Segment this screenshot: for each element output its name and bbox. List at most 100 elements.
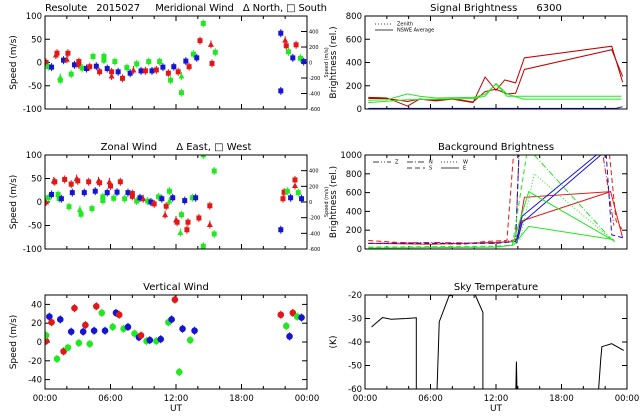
- data-point-square: [54, 50, 60, 56]
- data-point-square: [138, 68, 144, 74]
- x-tick-label: 12:00: [164, 394, 189, 404]
- data-point-square: [45, 60, 49, 65]
- data-point-circle: [75, 339, 83, 347]
- y-tick-label: 50: [31, 175, 42, 185]
- data-point-square: [75, 178, 81, 184]
- data-point-square: [49, 191, 55, 197]
- data-point-circle: [115, 311, 123, 319]
- plot-frame: [364, 294, 628, 390]
- data-point-square: [149, 68, 155, 74]
- x-tick-label: 00:00: [615, 394, 640, 404]
- data-point-square: [156, 194, 162, 200]
- data-point-square: [178, 212, 184, 218]
- data-point-square: [297, 55, 303, 61]
- y-tick-label: 100: [26, 12, 42, 22]
- data-point-square: [278, 88, 284, 94]
- data-point-circle: [298, 314, 305, 321]
- y-tick-label: -100: [23, 245, 42, 255]
- legend-label: S: [429, 166, 432, 172]
- data-point-square: [65, 50, 71, 56]
- data-point-square: [100, 198, 106, 204]
- data-point-square: [295, 190, 301, 196]
- data-point-circle: [109, 323, 116, 331]
- legend-label: W: [463, 160, 468, 166]
- y-axis-label: Brightness (rel.): [329, 166, 339, 238]
- panel-title: Sky Temperature: [454, 282, 538, 293]
- series-line: [371, 317, 417, 389]
- data-point-square: [184, 227, 190, 233]
- x-axis-label: UT: [170, 404, 183, 414]
- data-point-circle: [56, 316, 64, 323]
- y-tick-label: 20: [31, 319, 42, 329]
- x-tick-label: 00:00: [353, 394, 378, 404]
- data-point-square: [278, 30, 284, 36]
- data-point-square: [197, 38, 203, 44]
- data-point-square: [211, 168, 217, 174]
- data-point-square: [97, 180, 103, 186]
- plot-area: [371, 295, 624, 389]
- data-point-triangle: [178, 72, 185, 79]
- data-point-circle: [82, 321, 89, 329]
- data-point-circle: [131, 330, 138, 337]
- right-y-tick-label: -400: [309, 92, 320, 98]
- right-axis-label: Speed (m/s): [324, 187, 330, 217]
- series-line: [516, 191, 611, 244]
- data-point-square: [86, 179, 92, 185]
- data-point-square: [200, 243, 206, 249]
- series-line: [368, 82, 622, 104]
- data-point-circle: [45, 332, 50, 339]
- series-line: [513, 225, 614, 246]
- data-point-square: [186, 64, 192, 70]
- background-brightness-panel: Background Brightness Brightness (rel.) 0 2…: [329, 142, 628, 255]
- legend-label: NSWE Average: [397, 28, 434, 34]
- data-point-square: [49, 64, 55, 70]
- data-point-square: [146, 59, 152, 65]
- data-point-circle: [146, 336, 154, 344]
- data-point-square: [111, 195, 117, 201]
- data-point-square: [299, 196, 305, 202]
- data-point-square: [293, 42, 299, 48]
- right-y-tick-label: -200: [309, 76, 320, 82]
- data-point-square: [196, 215, 202, 221]
- data-point-square: [62, 176, 68, 182]
- data-point-circle: [86, 340, 94, 348]
- data-point-square: [81, 190, 87, 196]
- data-point-triangle: [63, 56, 70, 62]
- y-tick-label: 0: [357, 105, 362, 115]
- right-y-tick-label: 200: [309, 45, 319, 51]
- panel-title: Zonal Wind Δ East, □ West: [101, 142, 252, 153]
- data-point-circle: [71, 304, 78, 312]
- data-point-circle: [168, 316, 175, 323]
- data-point-square: [71, 62, 77, 68]
- data-point-circle: [179, 325, 186, 333]
- right-y-tick-label: 0: [309, 61, 312, 67]
- y-tick-label: -50: [28, 222, 42, 232]
- data-point-square: [61, 57, 67, 63]
- series-line: [533, 155, 613, 240]
- y-tick-label: -20: [348, 291, 362, 301]
- data-point-circle: [191, 327, 198, 335]
- x-tick-label: 18:00: [229, 394, 254, 404]
- data-point-square: [122, 196, 128, 202]
- series-line: [368, 155, 623, 244]
- data-point-square: [170, 195, 176, 201]
- data-point-square: [117, 179, 123, 185]
- plot-area: [45, 155, 305, 249]
- x-tick-label: 12:00: [484, 394, 509, 404]
- data-point-circle: [175, 368, 183, 376]
- data-point-square: [58, 196, 64, 202]
- legend-label: E: [463, 166, 466, 172]
- y-axis-label: Speed (m/s): [9, 175, 19, 230]
- legend-label: Z: [395, 160, 399, 166]
- data-point-triangle: [76, 206, 83, 213]
- y-tick-label: 1000: [340, 151, 362, 161]
- data-point-circle: [277, 311, 285, 319]
- data-point-square: [159, 196, 165, 202]
- data-point-triangle: [162, 211, 169, 218]
- series-line: [368, 106, 623, 109]
- data-point-square: [45, 64, 51, 70]
- x-tick-label: 00:00: [295, 394, 320, 404]
- right-y-tick-label: 200: [309, 184, 319, 190]
- y-tick-label: 0: [357, 245, 362, 255]
- data-point-square: [104, 190, 110, 196]
